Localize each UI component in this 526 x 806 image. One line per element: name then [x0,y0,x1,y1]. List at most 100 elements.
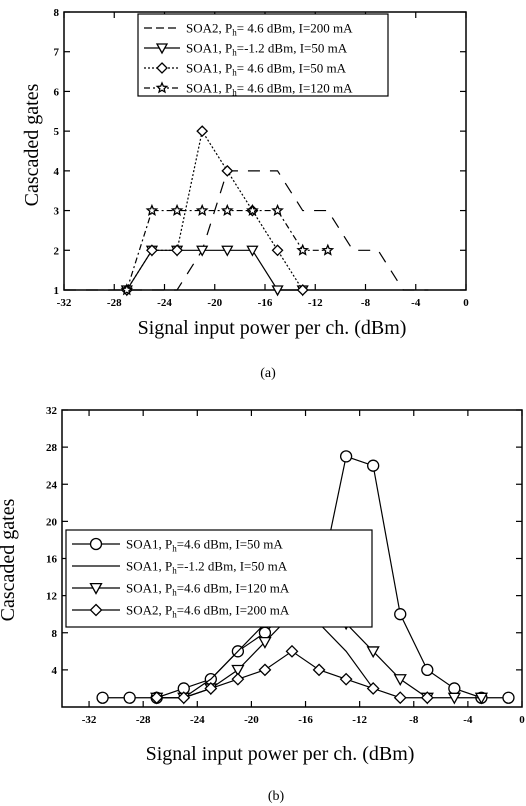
y-tick-label-b-5: 24 [46,479,58,491]
point-a-3-0 [120,283,134,296]
legend-label-rest-a-0: = 4.6 dBm, I=200 mA [237,21,353,36]
point-a-3-4 [220,203,234,216]
legend-label-sub-a-1: h [232,48,237,58]
legend-label-sub-b-2: h [172,588,177,598]
x-tick-label-a-8: 0 [463,297,469,309]
point-a-3-8 [321,243,335,256]
point-b-2-8 [366,646,380,659]
x-tick-label-b-7: -4 [463,714,473,726]
legend-label-sub-b-1: h [172,566,177,576]
x-tick-label-a-1: -28 [107,297,122,309]
x-tick-label-a-5: -12 [308,297,323,309]
legend-label-sub-b-3: h [172,610,177,620]
x-tick-label-b-8: 0 [519,714,525,726]
point-b-3-2 [204,682,218,695]
point-b-0-10 [367,459,380,472]
point-a-3-5 [246,203,259,216]
point-a-2-6 [271,244,284,257]
legend-label-a-2: SOA1, Ph= 4.6 dBm, I=50 mA [186,61,347,78]
point-b-2-4 [258,636,272,649]
legend-label-main-a-2: SOA1, P [186,61,232,76]
chart-a: Cascaded gates Signal input power per ch… [21,7,469,381]
legend-label-a-3: SOA1, Ph= 4.6 dBm, I=120 mA [186,81,353,98]
point-b-0-11 [394,608,407,621]
legend-label-sub-b-0: h [172,544,177,554]
x-axis-label-a: Signal input power per ch. (dBm) [138,317,407,339]
legend-label-rest-b-3: =4.6 dBm, I=200 mA [177,603,290,618]
legend-label-rest-b-1: =-1.2 dBm, I=50 mA [177,559,288,574]
point-a-2-4 [221,164,234,177]
x-tick-label-b-1: -28 [136,714,151,726]
legend-marker-b-2 [89,582,103,595]
point-b-0-0 [96,691,109,704]
point-a-3-6 [271,203,284,216]
point-b-3-6 [312,663,326,677]
legend-marker-b-3 [89,603,103,617]
legend-label-rest-b-0: =4.6 dBm, I=50 mA [177,537,284,552]
legend-label-sub-a-3: h [232,88,237,98]
point-b-2-3 [231,664,245,677]
legend-label-a-1: SOA1, Ph=-1.2 dBm, I=50 mA [186,41,348,58]
series-a-0 [64,170,429,291]
point-a-3-2 [170,203,184,216]
point-b-0-15 [502,691,515,704]
point-a-2-7 [296,284,309,296]
point-b-3-8 [366,682,380,695]
point-b-0-13 [448,682,461,695]
point-b-3-5 [285,644,299,658]
point-a-1-3 [196,245,209,257]
legend-label-main-a-0: SOA2, P [186,21,232,36]
y-axis-label-b: Cascaded gates [0,498,19,621]
legend-box-a [137,13,389,97]
y-tick-label-b-3: 16 [46,554,58,566]
legend-label-main-b-1: SOA1, P [126,559,172,574]
point-a-3-1 [145,203,159,216]
x-tick-label-a-3: -20 [207,297,222,309]
legend-label-main-b-3: SOA2, P [126,603,172,618]
legend-label-b-1: SOA1, Ph=-1.2 dBm, I=50 mA [126,559,288,576]
y-tick-label-a-7: 8 [54,7,60,19]
series-line-a-2 [126,129,304,291]
series-a-3 [120,203,335,296]
y-axis-label-a: Cascaded gates [21,83,43,206]
y-tick-label-a-0: 1 [54,285,60,297]
y-tick-label-a-6: 7 [54,47,60,59]
x-tick-label-a-7: -4 [411,297,421,309]
point-a-2-3 [196,125,209,138]
point-b-3-3 [231,672,245,686]
y-tick-label-b-4: 20 [46,516,58,528]
legend-label-main-b-2: SOA1, P [126,581,172,596]
y-tick-label-b-2: 12 [46,591,58,603]
legend-box-b [65,529,373,628]
x-tick-label-b-0: -32 [82,714,97,726]
legend-label-main-a-3: SOA1, P [186,81,232,96]
legend-label-main-a-1: SOA1, P [186,41,232,56]
x-axis-label-b: Signal input power per ch. (dBm) [146,743,415,765]
point-b-3-4 [258,663,272,677]
point-a-3-3 [195,203,209,216]
legend-label-rest-b-2: =4.6 dBm, I=120 mA [177,581,290,596]
point-a-1-5 [246,245,259,257]
legend-label-b-2: SOA1, Ph=4.6 dBm, I=120 mA [126,581,290,598]
legend-label-b-0: SOA1, Ph=4.6 dBm, I=50 mA [126,537,283,554]
point-a-3-7 [296,243,310,256]
y-tick-label-b-7: 32 [46,405,58,417]
point-b-3-10 [420,691,434,705]
x-tick-label-b-6: -8 [409,714,419,726]
y-tick-label-b-1: 8 [52,628,58,640]
point-a-1-4 [221,245,234,257]
x-tick-label-a-0: -32 [57,297,72,309]
legend-marker-a-2 [156,62,168,74]
x-tick-label-b-2: -24 [190,714,205,726]
point-b-3-1 [177,691,191,705]
point-b-2-9 [393,674,407,686]
legend-marker-a-3 [155,81,169,94]
point-b-0-6 [258,626,272,639]
x-tick-label-b-5: -12 [352,714,367,726]
legend-label-rest-a-3: = 4.6 dBm, I=120 mA [237,81,353,96]
point-a-2-1 [146,244,158,257]
legend-label-rest-a-1: =-1.2 dBm, I=50 mA [237,41,348,56]
